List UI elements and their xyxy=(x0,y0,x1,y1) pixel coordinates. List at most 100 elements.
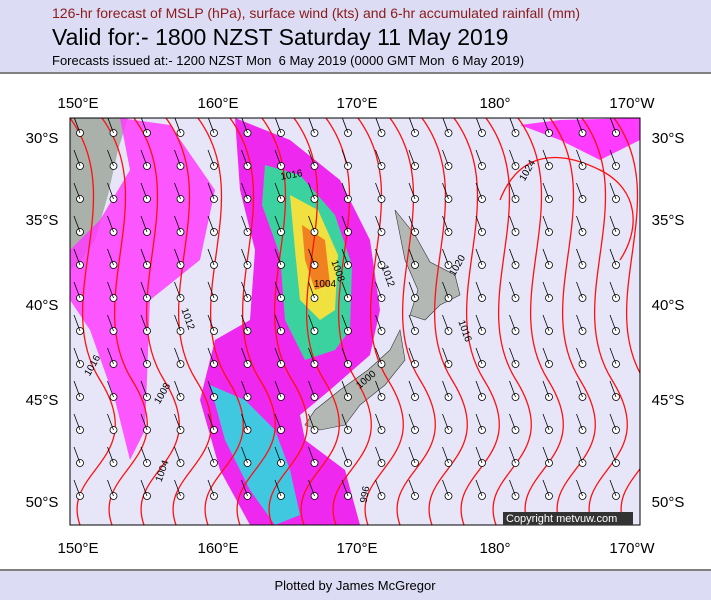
wind-barb xyxy=(241,182,248,200)
wind-barb xyxy=(73,248,81,266)
lat-label-left: 40°S xyxy=(26,297,59,314)
lon-label-bottom: 170°E xyxy=(336,540,377,557)
issued: Forecasts issued at:- 1200 NZST Mon 6 Ma… xyxy=(52,53,524,68)
lat-label-left: 45°S xyxy=(26,392,59,409)
wind-barb xyxy=(576,182,583,200)
lon-label-top: 180° xyxy=(479,95,510,112)
isobar-label: 1016 xyxy=(280,168,304,183)
wind-barb xyxy=(274,413,282,431)
wind-barb xyxy=(107,118,114,134)
isobar xyxy=(229,118,276,525)
wind-barb xyxy=(375,347,382,365)
wind-barb xyxy=(442,314,449,332)
wind-barb xyxy=(408,479,416,497)
wind-barb xyxy=(140,118,148,134)
wind-barb xyxy=(207,446,215,464)
wind-barb xyxy=(274,347,282,365)
wind-barb xyxy=(207,215,215,233)
wind-barb xyxy=(408,347,416,365)
wind-barb xyxy=(542,118,550,134)
wind-barb xyxy=(107,347,114,365)
wind-barb xyxy=(73,314,81,332)
wind-barb xyxy=(475,446,483,464)
wind-barb xyxy=(408,215,416,233)
wind-barb xyxy=(107,215,114,233)
wind-barb xyxy=(174,182,181,200)
isobar xyxy=(613,118,640,525)
wind-barb xyxy=(73,347,81,365)
title: Valid for:- 1800 NZST Saturday 11 May 20… xyxy=(52,24,508,50)
wind-barb xyxy=(442,149,449,167)
isobar xyxy=(261,118,308,525)
footer-band xyxy=(0,571,711,600)
wind-barb xyxy=(241,215,248,233)
wind-barb xyxy=(308,479,315,497)
wind-barb xyxy=(542,413,550,431)
wind-barb xyxy=(174,446,181,464)
wind-barb xyxy=(609,149,617,167)
wind-barb xyxy=(542,314,550,332)
isobar xyxy=(549,118,596,525)
wind-barb xyxy=(609,446,617,464)
wind-barb xyxy=(174,281,181,299)
wind-barb xyxy=(308,314,315,332)
wind-barb xyxy=(174,149,181,167)
wind-barb xyxy=(509,413,516,431)
wind-barb xyxy=(475,413,483,431)
wind-barb xyxy=(308,380,315,398)
lon-label-bottom: 150°E xyxy=(57,540,98,557)
lon-label-bottom: 180° xyxy=(479,540,510,557)
wind-barb xyxy=(509,248,516,266)
wind-barb xyxy=(609,347,617,365)
wind-barb xyxy=(442,413,449,431)
wind-barb xyxy=(609,215,617,233)
wind-barb xyxy=(73,281,81,299)
wind-barb xyxy=(442,281,449,299)
wind-barb xyxy=(140,446,148,464)
lon-label-top: 160°E xyxy=(197,95,238,112)
wind-barb xyxy=(274,479,282,497)
map: Copyright metvuw.com xyxy=(69,117,641,526)
lon-label-bottom: 170°W xyxy=(609,540,655,557)
isobar xyxy=(389,118,436,525)
wind-barb xyxy=(140,479,148,497)
wind-barb xyxy=(174,380,181,398)
wind-barb xyxy=(442,380,449,398)
wind-barb xyxy=(509,347,516,365)
wind-barb xyxy=(308,215,315,233)
isobar xyxy=(293,118,340,525)
wind-barb xyxy=(442,182,449,200)
wind-barb xyxy=(408,281,416,299)
wind-barb xyxy=(174,413,181,431)
wind-barb xyxy=(475,380,483,398)
wind-barb xyxy=(107,413,114,431)
lon-label-top: 170°E xyxy=(336,95,377,112)
wind-barb xyxy=(140,182,148,200)
wind-barb xyxy=(274,248,282,266)
wind-barb xyxy=(274,149,282,167)
wind-barb xyxy=(73,215,81,233)
isobar xyxy=(517,118,564,525)
wind-barb xyxy=(442,118,449,134)
lat-label-right: 50°S xyxy=(652,494,685,511)
lat-label-right: 35°S xyxy=(652,212,685,229)
wind-barb xyxy=(274,314,282,332)
wind-barb xyxy=(509,281,516,299)
wind-barb xyxy=(207,149,215,167)
wind-barb xyxy=(609,182,617,200)
isobar xyxy=(453,118,500,525)
wind-barb xyxy=(107,446,114,464)
wind-barb xyxy=(542,380,550,398)
footer-credit: Plotted by James McGregor xyxy=(274,578,436,593)
wind-barb xyxy=(107,314,114,332)
wind-barb xyxy=(442,347,449,365)
wind-barb xyxy=(341,446,349,464)
wind-barb xyxy=(576,248,583,266)
wind-barb xyxy=(274,182,282,200)
wind-barb xyxy=(140,413,148,431)
wind-barb xyxy=(375,314,382,332)
wind-barb xyxy=(375,182,382,200)
wind-barb xyxy=(341,479,349,497)
wind-barb xyxy=(140,380,148,398)
